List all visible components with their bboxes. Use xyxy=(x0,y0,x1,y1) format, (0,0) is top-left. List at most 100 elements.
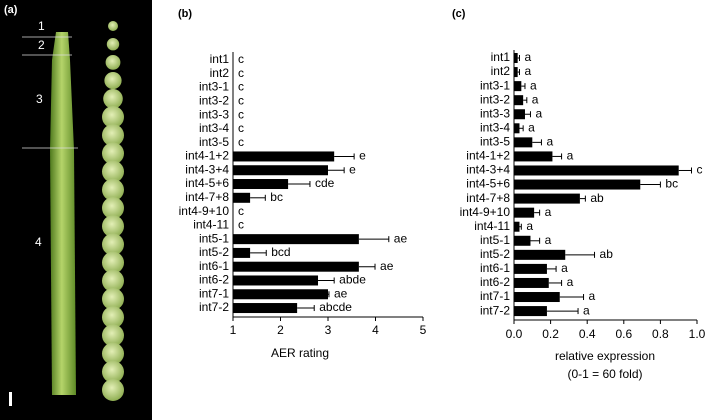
x-axis-label: relative expression xyxy=(555,349,655,363)
significance-letter: ae xyxy=(380,259,394,273)
disc xyxy=(102,324,124,347)
y-tick-label: int2 xyxy=(210,66,230,80)
significance-letter: c xyxy=(238,52,244,66)
disc xyxy=(106,38,120,51)
bar xyxy=(514,81,522,92)
significance-letter: a xyxy=(567,275,574,289)
significance-letter: a xyxy=(583,303,590,317)
panel-label: (b) xyxy=(178,8,192,20)
significance-letter: c xyxy=(238,94,244,108)
disc xyxy=(102,178,124,201)
bar xyxy=(514,277,549,288)
stalk xyxy=(50,32,76,395)
bar xyxy=(514,109,525,120)
y-tick-label: int6-1 xyxy=(480,261,510,275)
significance-letter: ab xyxy=(590,191,604,205)
y-tick-label: int3-1 xyxy=(199,80,229,94)
disc xyxy=(102,197,124,219)
bar xyxy=(514,193,580,204)
x-tick-label: 5 xyxy=(420,323,427,337)
significance-letter: a xyxy=(545,233,552,247)
x-tick-label: 0.0 xyxy=(506,327,523,341)
bar xyxy=(233,165,328,176)
significance-letter: c xyxy=(238,66,244,80)
significance-letter: a xyxy=(561,261,568,275)
disc xyxy=(102,160,124,183)
disc xyxy=(102,142,124,165)
bar xyxy=(233,247,251,258)
significance-letter: ae xyxy=(394,231,408,245)
y-tick-label: int3-4 xyxy=(199,121,229,135)
disc xyxy=(104,72,122,90)
bar xyxy=(233,179,289,190)
y-tick-label: int4-9+10 xyxy=(179,204,230,218)
bar xyxy=(233,234,359,245)
disc xyxy=(102,233,124,256)
y-tick-label: int4-3+4 xyxy=(466,163,510,177)
significance-letter: bcd xyxy=(271,245,290,259)
significance-letter: a xyxy=(524,64,531,78)
bar xyxy=(514,207,535,218)
y-tick-label: int3-5 xyxy=(480,135,510,149)
bar xyxy=(514,235,531,246)
significance-letter: bc xyxy=(270,190,283,204)
panel-label: (a) xyxy=(4,4,18,16)
bar xyxy=(233,303,298,314)
bar xyxy=(514,306,547,317)
y-tick-label: int3-3 xyxy=(199,107,229,121)
bar xyxy=(233,261,359,272)
photo-background xyxy=(0,0,152,420)
significance-letter: bc xyxy=(665,177,678,191)
significance-letter: c xyxy=(238,135,244,149)
significance-letter: c xyxy=(238,204,244,218)
significance-letter: a xyxy=(530,78,537,92)
significance-letter: a xyxy=(546,135,553,149)
bar xyxy=(514,179,641,190)
significance-letter: a xyxy=(589,289,596,303)
significance-letter: c xyxy=(238,107,244,121)
significance-letter: ab xyxy=(600,247,614,261)
y-tick-label: int4-7+8 xyxy=(185,190,229,204)
x-tick-label: 4 xyxy=(372,323,379,337)
bar xyxy=(514,95,524,106)
disc-column xyxy=(102,21,124,401)
x-tick-label: 1 xyxy=(230,323,237,337)
x-tick-label: 1.0 xyxy=(689,327,706,341)
significance-letter: e xyxy=(359,149,366,163)
y-tick-label: int4-11 xyxy=(193,218,229,232)
y-tick-label: int7-1 xyxy=(480,289,510,303)
disc xyxy=(102,124,124,147)
y-tick-label: int3-4 xyxy=(480,120,510,134)
bar xyxy=(233,151,335,162)
y-tick-label: int5-1 xyxy=(480,233,510,247)
y-tick-label: int3-5 xyxy=(199,135,229,149)
significance-letter: abde xyxy=(339,273,366,287)
disc xyxy=(108,21,118,31)
x-tick-label: 0.8 xyxy=(652,327,669,341)
significance-letter: e xyxy=(349,162,356,176)
bar xyxy=(514,53,518,63)
significance-letter: a xyxy=(545,205,552,219)
significance-letter: abcde xyxy=(319,300,352,314)
disc xyxy=(102,269,124,292)
bar xyxy=(514,151,553,162)
bar xyxy=(514,123,520,134)
y-tick-label: int4-1+2 xyxy=(466,149,510,163)
disc xyxy=(102,215,124,238)
significance-letter: a xyxy=(535,106,542,120)
y-tick-label: int1 xyxy=(210,52,230,66)
bar xyxy=(514,137,533,148)
significance-letter: c xyxy=(697,163,703,177)
x-tick-label: 3 xyxy=(325,323,332,337)
y-tick-label: int3-3 xyxy=(480,106,510,120)
y-tick-label: int6-1 xyxy=(199,259,229,273)
y-tick-label: int7-2 xyxy=(199,300,229,314)
y-tick-label: int4-9+10 xyxy=(460,205,511,219)
y-tick-label: int4-1+2 xyxy=(185,149,229,163)
significance-letter: a xyxy=(524,50,531,64)
x-axis-label: AER rating xyxy=(271,346,329,360)
bar xyxy=(514,263,547,274)
x-tick-label: 0.4 xyxy=(579,327,596,341)
segment-label: 4 xyxy=(35,235,42,249)
y-tick-label: int7-2 xyxy=(480,303,510,317)
